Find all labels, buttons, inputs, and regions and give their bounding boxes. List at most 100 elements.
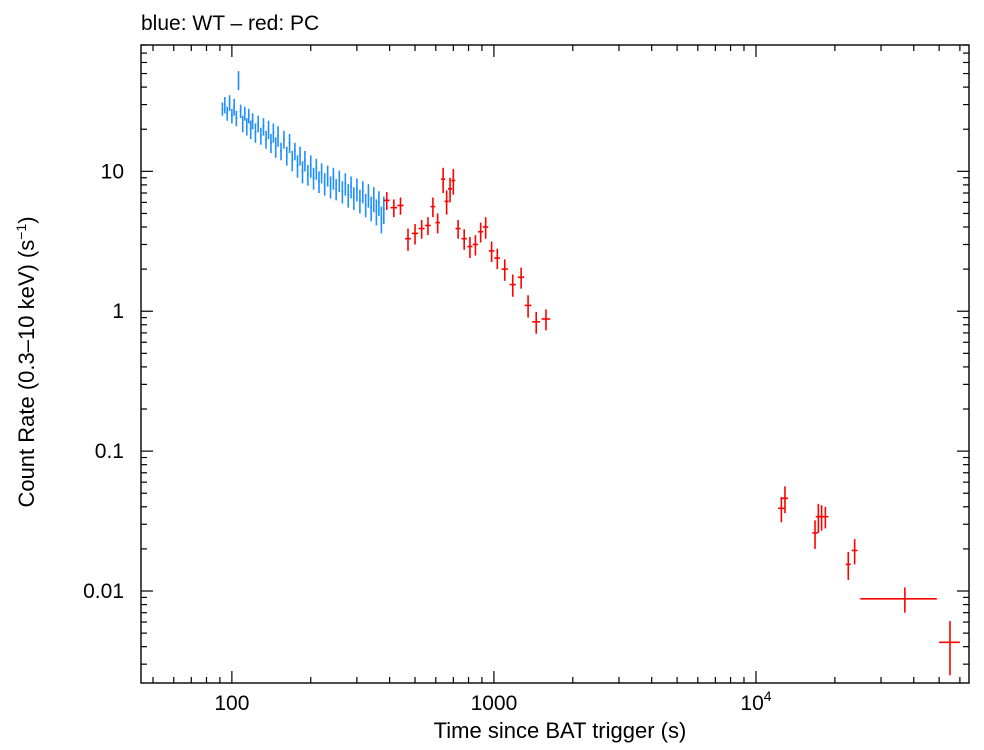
data-point bbox=[418, 219, 425, 239]
data-point bbox=[467, 236, 473, 259]
x-axis-ticks: 100 1000 104 bbox=[152, 45, 961, 715]
data-point bbox=[338, 170, 341, 193]
data-point bbox=[239, 104, 242, 119]
data-point bbox=[812, 520, 818, 549]
y-axis-label: Count Rate (0.3–10 keV) (s−1) bbox=[13, 216, 39, 507]
data-point bbox=[430, 197, 436, 218]
data-point bbox=[352, 187, 355, 210]
data-point bbox=[778, 496, 785, 523]
data-point bbox=[425, 217, 431, 236]
data-point bbox=[344, 173, 347, 196]
data-point bbox=[478, 222, 484, 243]
x-tick-label-base: 100 bbox=[214, 692, 249, 715]
data-point bbox=[781, 486, 789, 514]
data-point bbox=[347, 184, 350, 208]
x-tick-label-exponent: 4 bbox=[764, 688, 772, 704]
data-point bbox=[329, 176, 332, 199]
data-point bbox=[488, 241, 495, 262]
data-point bbox=[277, 126, 279, 147]
data-point bbox=[226, 106, 229, 121]
data-point bbox=[860, 587, 937, 613]
data-point bbox=[245, 118, 248, 136]
data-point bbox=[272, 123, 275, 143]
data-point bbox=[262, 118, 265, 136]
y-axis-label-close: ) bbox=[14, 216, 39, 223]
data-point bbox=[815, 503, 821, 533]
data-point bbox=[247, 108, 250, 124]
data-point bbox=[444, 190, 449, 215]
data-point bbox=[455, 219, 461, 239]
data-point bbox=[939, 621, 960, 676]
y-tick-label: 0.1 bbox=[95, 440, 124, 463]
x-tick-label: 104 bbox=[740, 688, 771, 715]
plot-border bbox=[140, 44, 970, 684]
data-point bbox=[296, 155, 299, 178]
data-point bbox=[332, 167, 335, 190]
x-axis-label: Time since BAT trigger (s) bbox=[434, 718, 687, 743]
data-point bbox=[267, 120, 270, 140]
data-point bbox=[461, 229, 467, 250]
y-axis-label-main: Count Rate (0.3–10 keV) (s bbox=[14, 240, 39, 508]
data-point bbox=[280, 142, 282, 161]
data-point bbox=[532, 311, 541, 334]
data-point bbox=[390, 199, 398, 218]
data-point bbox=[335, 179, 338, 201]
data-point bbox=[541, 309, 551, 331]
data-point bbox=[451, 168, 456, 195]
data-point bbox=[380, 206, 383, 234]
data-point bbox=[411, 224, 419, 245]
data-point bbox=[472, 235, 479, 256]
data-point bbox=[326, 165, 329, 187]
data-point bbox=[293, 142, 296, 161]
data-point bbox=[285, 146, 288, 166]
data-point bbox=[233, 98, 236, 116]
x-tick-label-base: 1000 bbox=[471, 692, 518, 715]
y-axis-ticks: 10 1 0.1 0.01 bbox=[83, 44, 969, 665]
data-point bbox=[323, 173, 326, 196]
data-point bbox=[265, 130, 267, 149]
y-tick-label: 10 bbox=[101, 160, 124, 183]
data-point bbox=[361, 181, 364, 204]
data-point bbox=[259, 127, 262, 145]
data-point bbox=[230, 108, 233, 124]
data-point bbox=[822, 506, 829, 529]
data-point bbox=[241, 115, 244, 133]
data-point bbox=[243, 106, 246, 121]
data-point bbox=[845, 552, 851, 580]
data-point bbox=[309, 155, 312, 178]
data-point bbox=[355, 178, 358, 202]
data-point bbox=[435, 213, 440, 234]
data-point bbox=[235, 110, 238, 127]
data-point bbox=[358, 189, 361, 214]
data-point bbox=[228, 95, 231, 111]
data-point bbox=[383, 192, 390, 210]
data-point bbox=[283, 130, 285, 149]
data-point bbox=[315, 158, 318, 180]
data-point bbox=[509, 274, 516, 297]
x-tick-label: 1000 bbox=[471, 692, 518, 715]
data-point bbox=[851, 539, 858, 565]
data-point bbox=[448, 177, 453, 203]
data-point bbox=[304, 150, 306, 172]
series-wt bbox=[221, 71, 385, 234]
data-point bbox=[257, 115, 260, 133]
data-point bbox=[524, 295, 532, 318]
chart-title: blue: WT – red: PC bbox=[141, 12, 319, 35]
data-point bbox=[367, 184, 370, 208]
data-point bbox=[237, 71, 240, 91]
data-point bbox=[320, 163, 323, 184]
data-point bbox=[221, 102, 224, 116]
data-point bbox=[341, 181, 344, 204]
x-tick-label-base: 10 bbox=[740, 692, 763, 715]
data-point bbox=[494, 248, 501, 270]
data-point bbox=[364, 193, 367, 218]
data-point bbox=[375, 199, 378, 226]
data-point bbox=[370, 196, 373, 222]
data-point bbox=[301, 161, 304, 184]
x-tick-label: 100 bbox=[214, 692, 249, 715]
data-point bbox=[270, 133, 272, 154]
data-point bbox=[306, 164, 309, 186]
data-point bbox=[517, 267, 525, 289]
data-point bbox=[377, 191, 380, 216]
data-point bbox=[397, 197, 404, 215]
